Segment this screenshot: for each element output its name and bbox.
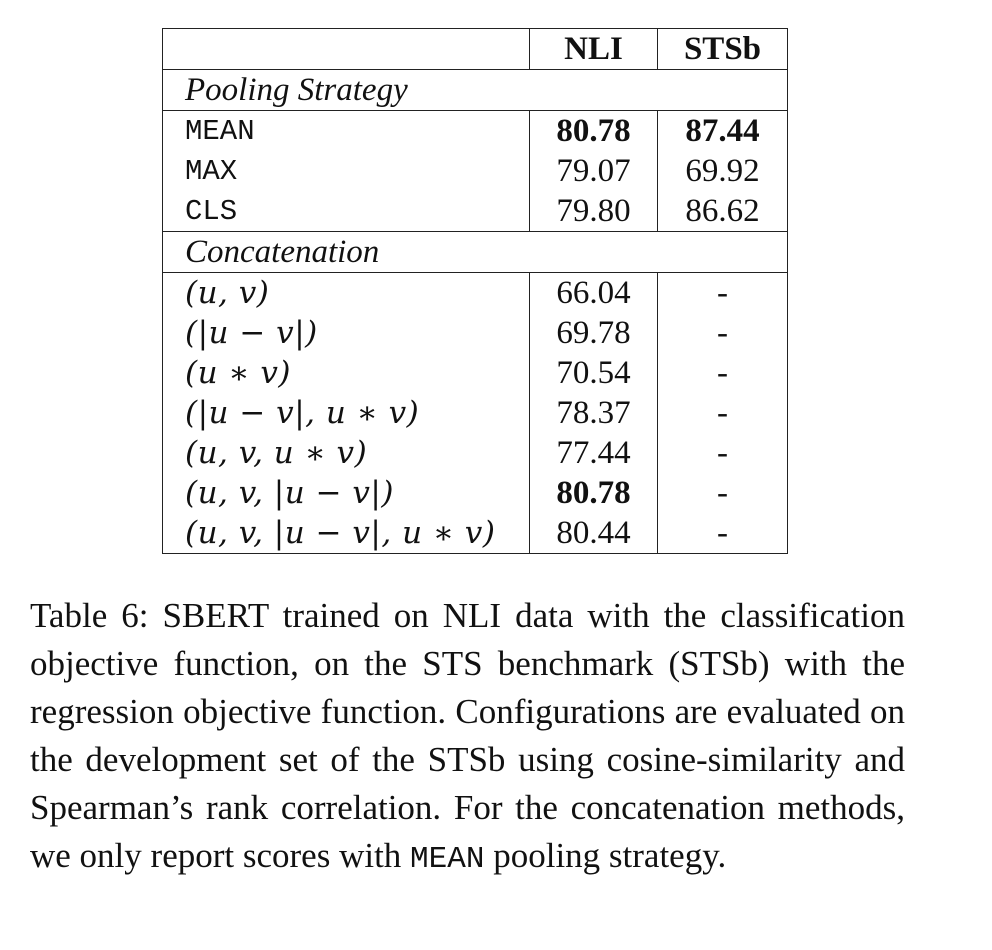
header-cell-stsb: STSb: [657, 28, 788, 70]
table-row: MAX 79.07 69.92: [162, 151, 788, 191]
stsb-score: -: [657, 473, 788, 513]
row-label: (u, v, |u − v|): [162, 473, 530, 513]
row-label: (u, v): [162, 272, 530, 313]
stsb-score: 87.44: [657, 110, 788, 151]
nli-score: 80.78: [529, 110, 658, 151]
table-row: (u, v, |u − v|, u ∗ v) 80.44 -: [162, 513, 788, 554]
header-cell-blank: [162, 28, 530, 70]
row-label: (u, v, u ∗ v): [162, 433, 530, 473]
table-row: (|u − v|) 69.78 -: [162, 313, 788, 353]
nli-score: 80.78: [529, 473, 658, 513]
row-label: MAX: [162, 151, 530, 191]
table-row: CLS 79.80 86.62: [162, 191, 788, 232]
table-row: (|u − v|, u ∗ v) 78.37 -: [162, 393, 788, 433]
nli-score: 79.07: [529, 151, 658, 191]
section-concatenation: Concatenation: [162, 231, 788, 273]
row-label: (u, v, |u − v|, u ∗ v): [162, 513, 530, 554]
nli-score: 70.54: [529, 353, 658, 393]
nli-score: 66.04: [529, 272, 658, 313]
stsb-score: -: [657, 433, 788, 473]
nli-score: 79.80: [529, 191, 658, 232]
section-title: Pooling Strategy: [162, 69, 788, 111]
row-label: MEAN: [162, 110, 530, 151]
table-row: MEAN 80.78 87.44: [162, 110, 788, 151]
section-title: Concatenation: [162, 231, 788, 273]
table-row: (u ∗ v) 70.54 -: [162, 353, 788, 393]
stsb-score: 86.62: [657, 191, 788, 232]
results-table: NLI STSb Pooling Strategy MEAN 80.78 87.…: [162, 28, 788, 554]
stsb-score: -: [657, 313, 788, 353]
nli-score: 69.78: [529, 313, 658, 353]
stsb-score: -: [657, 393, 788, 433]
caption-text-end: pooling strategy.: [484, 836, 727, 875]
header-cell-nli: NLI: [529, 28, 658, 70]
row-label: (|u − v|): [162, 313, 530, 353]
stsb-score: -: [657, 353, 788, 393]
stsb-score: -: [657, 513, 788, 554]
row-label: (|u − v|, u ∗ v): [162, 393, 530, 433]
table-caption: Table 6: SBERT trained on NLI data with …: [30, 592, 905, 884]
row-label: (u ∗ v): [162, 353, 530, 393]
section-pooling-strategy: Pooling Strategy: [162, 69, 788, 111]
table-row: (u, v, u ∗ v) 77.44 -: [162, 433, 788, 473]
table-row: (u, v) 66.04 -: [162, 272, 788, 313]
caption-text: Table 6: SBERT trained on NLI data with …: [30, 596, 905, 875]
nli-score: 80.44: [529, 513, 658, 554]
table-header-row: NLI STSb: [162, 28, 788, 70]
row-label: CLS: [162, 191, 530, 232]
nli-score: 77.44: [529, 433, 658, 473]
stsb-score: -: [657, 272, 788, 313]
stsb-score: 69.92: [657, 151, 788, 191]
caption-code-mean: MEAN: [410, 842, 485, 877]
table-row: (u, v, |u − v|) 80.78 -: [162, 473, 788, 513]
nli-score: 78.37: [529, 393, 658, 433]
